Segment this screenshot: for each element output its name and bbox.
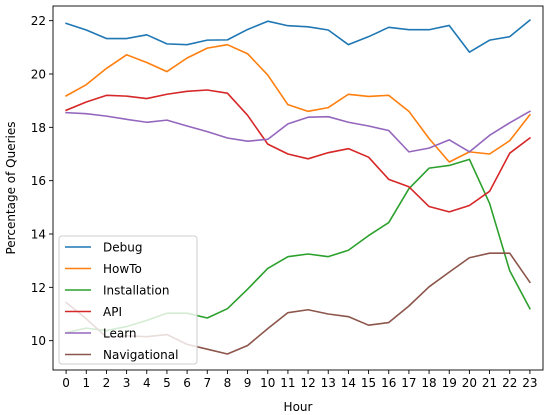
x-tick-label: 23 xyxy=(522,376,537,390)
x-tick-label: 10 xyxy=(260,376,275,390)
x-tick-label: 13 xyxy=(321,376,336,390)
y-axis-label: Percentage of Queries xyxy=(4,121,18,254)
y-tick-label: 18 xyxy=(31,121,46,135)
y-tick-label: 12 xyxy=(31,281,46,295)
x-tick-label: 2 xyxy=(103,376,111,390)
series-line-api xyxy=(65,89,532,213)
y-tick-label: 20 xyxy=(31,68,46,82)
x-tick-label: 16 xyxy=(381,376,396,390)
x-tick-label: 22 xyxy=(502,376,517,390)
x-tick-label: 4 xyxy=(143,376,151,390)
x-tick-label: 9 xyxy=(244,376,252,390)
x-tick-label: 6 xyxy=(183,376,191,390)
legend-box xyxy=(58,235,198,365)
legend-label-learn: Learn xyxy=(103,327,137,341)
legend-label-installation: Installation xyxy=(103,284,169,298)
x-tick-label: 8 xyxy=(224,376,232,390)
series-line-debug xyxy=(65,19,532,53)
legend-label-debug: Debug xyxy=(103,241,142,255)
x-tick-label: 18 xyxy=(421,376,436,390)
x-tick-label: 19 xyxy=(442,376,457,390)
x-tick-label: 21 xyxy=(482,376,497,390)
x-axis: 0 1 2 3 4 5 6 7 8 9 10 11 12 13 14 15 16 17 18 19 20 21 22 23 xyxy=(62,370,538,390)
x-tick-label: 17 xyxy=(401,376,416,390)
x-tick-label: 0 xyxy=(62,376,70,390)
y-tick-label: 10 xyxy=(31,334,46,348)
x-tick-label: 11 xyxy=(280,376,295,390)
y-tick-label: 16 xyxy=(31,174,46,188)
x-tick-label: 7 xyxy=(203,376,211,390)
legend-label-howto: HowTo xyxy=(103,262,142,276)
legend-label-api: API xyxy=(103,305,122,319)
legend: Debug HowTo Installation API Learn Navigation… xyxy=(58,235,198,365)
legend-label-navigational: Navigational xyxy=(103,348,178,362)
y-tick-label: 22 xyxy=(31,14,46,28)
series-line-howto xyxy=(65,43,532,163)
x-tick-label: 12 xyxy=(300,376,315,390)
plot-frame xyxy=(52,5,544,371)
series-line-learn xyxy=(65,110,531,153)
x-tick-label: 5 xyxy=(163,376,171,390)
x-tick-label: 15 xyxy=(361,376,376,390)
x-tick-label: 3 xyxy=(123,376,131,390)
y-tick-label: 14 xyxy=(31,228,46,242)
x-axis-label: Hour xyxy=(284,400,313,414)
y-axis: 10 12 14 16 18 20 22 xyxy=(31,14,53,348)
x-tick-label: 1 xyxy=(82,376,90,390)
x-tick-label: 20 xyxy=(462,376,477,390)
x-tick-label: 14 xyxy=(341,376,356,390)
